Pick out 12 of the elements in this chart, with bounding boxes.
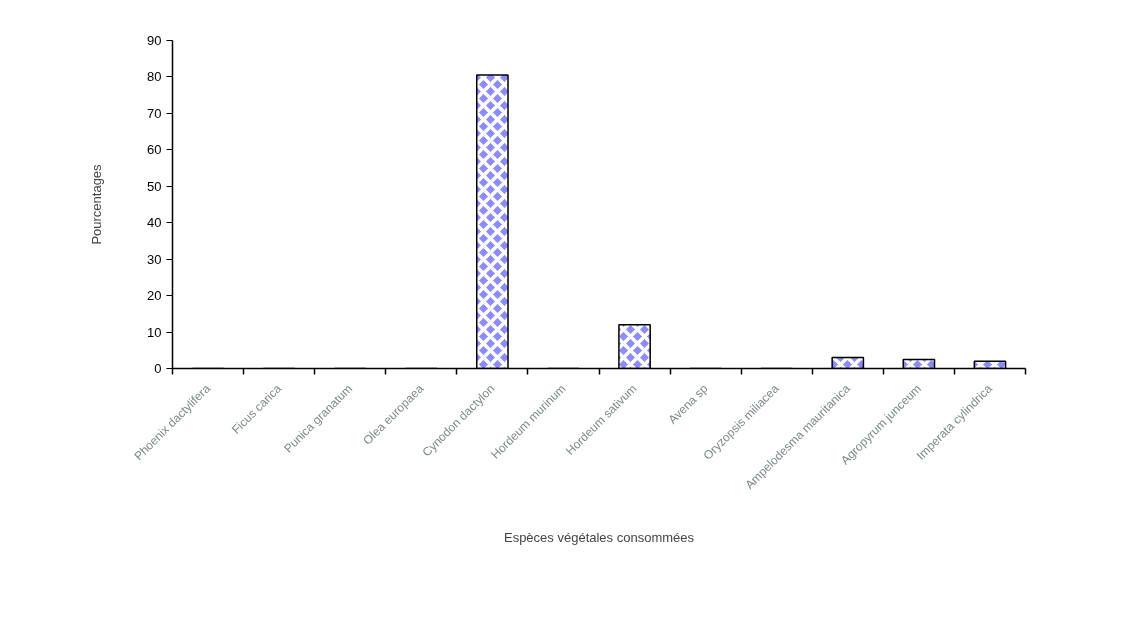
y-tick-label: 50 <box>147 178 162 194</box>
x-axis-title: Espèces végétales consommées <box>503 529 695 545</box>
y-tick-label: 90 <box>147 33 162 48</box>
y-tick-label: 10 <box>147 324 162 340</box>
y-tick-label: 70 <box>147 105 162 121</box>
y-tick-label: 0 <box>154 361 162 376</box>
y-tick-label: 60 <box>147 142 162 158</box>
y-tick-label: 30 <box>147 251 162 267</box>
y-tick-label: 40 <box>147 215 162 231</box>
y-tick-label: 20 <box>147 288 162 304</box>
y-axis-title: Pourcentages <box>89 163 105 245</box>
y-tick-label: 80 <box>147 69 162 85</box>
